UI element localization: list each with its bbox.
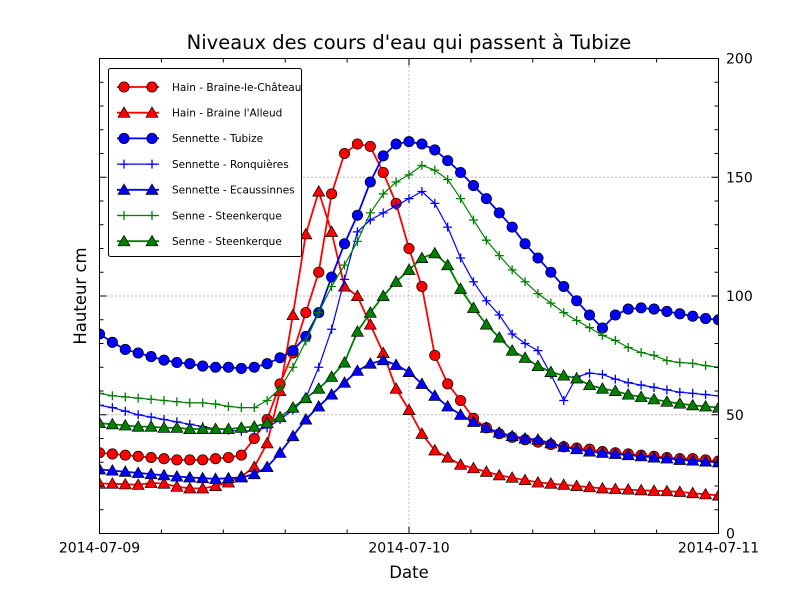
y-tick-label: 50 xyxy=(726,408,744,424)
legend-label: Hain - Braine l'Alleud xyxy=(172,108,282,120)
x-axis-label: Date xyxy=(389,563,428,582)
x-tick-label: 2014-07-09 xyxy=(59,541,140,557)
legend-item-2: Sennette - Tubize xyxy=(117,132,263,145)
series-4-triangle xyxy=(99,353,719,484)
y-tick-label: 100 xyxy=(726,289,753,305)
series-1-triangle xyxy=(99,184,719,501)
legend-label: Hain - Braine-le-Château xyxy=(172,82,301,94)
plot-area xyxy=(99,136,719,501)
legend-item-3: Sennette - Ronquières xyxy=(117,159,289,171)
chart-title: Niveaux des cours d'eau qui passent à Tu… xyxy=(187,31,632,54)
legend-label: Sennette - Ronquières xyxy=(172,159,289,171)
x-tick-label: 2014-07-10 xyxy=(368,541,449,557)
series-5-plus xyxy=(99,160,719,413)
legend-item-6: Senne - Steenkerque xyxy=(117,234,282,248)
x-tick-label: 2014-07-11 xyxy=(678,541,759,557)
legend-item-1: Hain - Braine l'Alleud xyxy=(117,106,282,120)
legend-label: Senne - Steenkerque xyxy=(172,236,282,248)
y-axis-label: Hauteur cm xyxy=(71,247,90,344)
series-6-triangle xyxy=(99,246,719,434)
legend: Hain - Braine-le-Château Hain - Braine l'… xyxy=(108,68,302,257)
y-tick-label: 0 xyxy=(726,527,735,543)
legend-label: Senne - Steenkerque xyxy=(172,210,282,222)
legend-item-4: Sennette - Ecaussinnes xyxy=(117,183,295,197)
legend-item-0: Hain - Braine-le-Château xyxy=(117,81,301,94)
legend-label: Sennette - Tubize xyxy=(172,133,263,145)
legend-item-5: Senne - Steenkerque xyxy=(117,210,282,222)
series-2-circle xyxy=(99,136,719,374)
axis-ticks xyxy=(99,58,719,534)
y-tick-label: 150 xyxy=(726,170,753,186)
y-tick-label: 200 xyxy=(726,52,753,68)
legend-label: Sennette - Ecaussinnes xyxy=(172,185,295,197)
